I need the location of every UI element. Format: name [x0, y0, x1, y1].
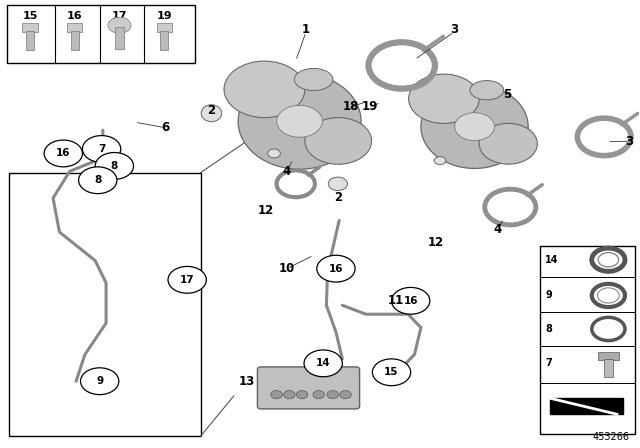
- Text: 2: 2: [334, 191, 342, 204]
- Bar: [157, 23, 172, 32]
- Text: 11: 11: [387, 294, 403, 307]
- Text: 8: 8: [545, 324, 552, 334]
- Circle shape: [313, 391, 324, 399]
- Text: 14: 14: [545, 255, 559, 265]
- Circle shape: [327, 391, 339, 399]
- Text: 18: 18: [342, 100, 359, 113]
- Ellipse shape: [479, 123, 538, 164]
- Text: 12: 12: [428, 236, 444, 249]
- Circle shape: [392, 288, 430, 314]
- Bar: [22, 23, 38, 32]
- Bar: [67, 23, 83, 32]
- Ellipse shape: [328, 177, 348, 190]
- Circle shape: [372, 359, 411, 386]
- Text: 4: 4: [493, 223, 502, 236]
- Text: 9: 9: [96, 376, 103, 386]
- Circle shape: [44, 140, 83, 167]
- Ellipse shape: [454, 113, 495, 141]
- Text: 8: 8: [111, 161, 118, 171]
- Bar: [26, 31, 34, 50]
- Ellipse shape: [305, 117, 372, 164]
- FancyBboxPatch shape: [257, 367, 360, 409]
- Ellipse shape: [294, 69, 333, 90]
- Text: 8: 8: [94, 175, 101, 185]
- Text: 453266: 453266: [593, 432, 630, 442]
- Bar: [7, 5, 195, 63]
- Circle shape: [271, 391, 282, 399]
- Text: 5: 5: [503, 88, 511, 101]
- Circle shape: [95, 152, 134, 179]
- Circle shape: [284, 391, 295, 399]
- Circle shape: [296, 391, 308, 399]
- Ellipse shape: [421, 85, 528, 168]
- Text: 6: 6: [161, 121, 170, 134]
- Circle shape: [79, 167, 117, 194]
- Text: 16: 16: [56, 148, 70, 159]
- Bar: [604, 359, 613, 377]
- Ellipse shape: [276, 105, 323, 137]
- Text: 7: 7: [98, 144, 106, 154]
- Text: 9: 9: [545, 290, 552, 301]
- Text: 12: 12: [257, 204, 274, 217]
- Ellipse shape: [435, 156, 446, 164]
- Bar: [71, 31, 79, 50]
- Bar: [598, 352, 619, 360]
- Circle shape: [108, 17, 131, 33]
- Text: 16: 16: [403, 296, 418, 306]
- Text: 17: 17: [180, 275, 195, 285]
- Bar: [161, 31, 168, 50]
- Ellipse shape: [201, 105, 221, 122]
- Text: 16: 16: [329, 264, 343, 274]
- Ellipse shape: [470, 81, 504, 100]
- Ellipse shape: [408, 74, 479, 123]
- Circle shape: [340, 391, 351, 399]
- Circle shape: [304, 350, 342, 377]
- Text: 10: 10: [278, 262, 295, 275]
- Text: 15: 15: [384, 367, 399, 377]
- Text: 19: 19: [362, 100, 378, 113]
- Text: 3: 3: [450, 23, 458, 36]
- Ellipse shape: [238, 73, 361, 169]
- Polygon shape: [550, 398, 623, 414]
- Bar: [115, 26, 124, 49]
- Text: 7: 7: [545, 358, 552, 368]
- Circle shape: [168, 267, 206, 293]
- Text: 13: 13: [239, 375, 255, 388]
- Text: 17: 17: [112, 10, 127, 21]
- Text: 2: 2: [207, 103, 216, 116]
- Text: 1: 1: [302, 23, 310, 36]
- Circle shape: [81, 368, 119, 395]
- Bar: [9, 172, 200, 436]
- Circle shape: [317, 255, 355, 282]
- Ellipse shape: [224, 61, 305, 117]
- Text: 16: 16: [67, 10, 83, 21]
- Text: 14: 14: [316, 358, 330, 368]
- Text: 4: 4: [283, 165, 291, 178]
- Bar: [540, 246, 635, 434]
- Circle shape: [83, 136, 121, 162]
- Text: 3: 3: [626, 135, 634, 148]
- Text: 19: 19: [156, 10, 172, 21]
- Ellipse shape: [268, 149, 280, 158]
- Text: 15: 15: [22, 10, 38, 21]
